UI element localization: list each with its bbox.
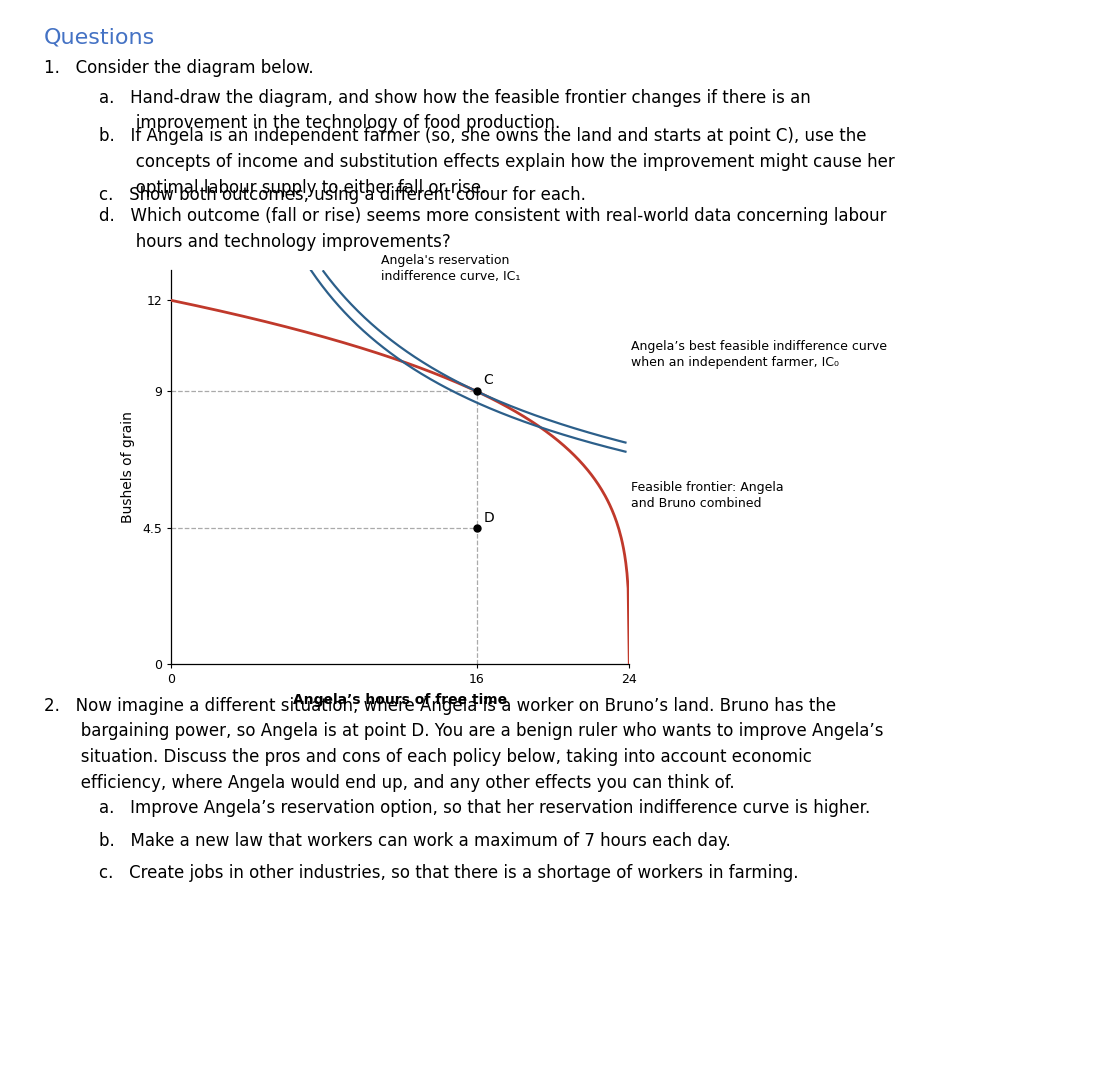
Text: c.   Create jobs in other industries, so that there is a shortage of workers in : c. Create jobs in other industries, so t… [99, 864, 799, 882]
Text: b.   Make a new law that workers can work a maximum of 7 hours each day.: b. Make a new law that workers can work … [99, 832, 731, 850]
Text: D: D [484, 511, 493, 525]
X-axis label: Angela’s hours of free time: Angela’s hours of free time [294, 693, 507, 707]
Text: C: C [484, 373, 493, 387]
Text: c.   Show both outcomes, using a different colour for each.: c. Show both outcomes, using a different… [99, 186, 586, 204]
Text: a.   Hand-draw the diagram, and show how the feasible frontier changes if there : a. Hand-draw the diagram, and show how t… [99, 89, 811, 132]
Text: a.   Improve Angela’s reservation option, so that her reservation indifference c: a. Improve Angela’s reservation option, … [99, 799, 871, 818]
Text: d.   Which outcome (fall or rise) seems more consistent with real-world data con: d. Which outcome (fall or rise) seems mo… [99, 207, 887, 251]
Text: 1.   Consider the diagram below.: 1. Consider the diagram below. [44, 59, 314, 78]
Y-axis label: Bushels of grain: Bushels of grain [121, 411, 136, 523]
Text: Angela's reservation
indifference curve, IC₁: Angela's reservation indifference curve,… [381, 254, 520, 283]
Text: Questions: Questions [44, 27, 156, 48]
Text: b.   If Angela is an independent farmer (so, she owns the land and starts at poi: b. If Angela is an independent farmer (s… [99, 127, 895, 197]
Text: 2.   Now imagine a different situation, where Angela is a worker on Bruno’s land: 2. Now imagine a different situation, wh… [44, 697, 883, 792]
Text: Feasible frontier: Angela
and Bruno combined: Feasible frontier: Angela and Bruno comb… [631, 481, 784, 510]
Text: Angela’s best feasible indifference curve
when an independent farmer, IC₀: Angela’s best feasible indifference curv… [631, 340, 888, 369]
